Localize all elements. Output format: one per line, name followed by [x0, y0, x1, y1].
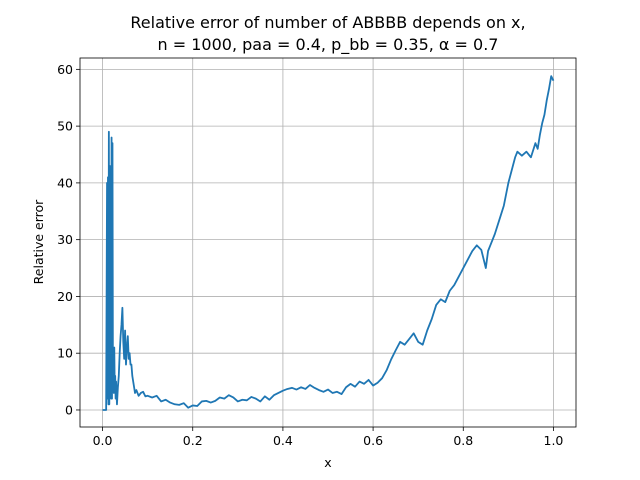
y-axis-label: Relative error [31, 199, 46, 285]
y-tick-label: 40 [57, 175, 73, 190]
series-line [102, 75, 555, 411]
grid [80, 58, 576, 427]
x-tick-label: 0.0 [93, 433, 113, 448]
series-layer [102, 75, 555, 411]
plot-frame [79, 57, 577, 428]
y-tick-label: 20 [57, 289, 73, 304]
x-tick-label: 0.4 [273, 433, 293, 448]
x-tick-label: 0.6 [363, 433, 383, 448]
axis-ticks: 0.0 0.2 0.4 0.6 0.8 1.0 0 10 20 30 40 50 60 [57, 62, 563, 448]
y-tick-label: 60 [57, 62, 73, 77]
x-tick-label: 0.8 [453, 433, 473, 448]
y-tick-label: 50 [57, 119, 73, 134]
y-tick-label: 10 [57, 346, 73, 361]
y-tick-label: 0 [65, 402, 73, 417]
chart-title-line1: Relative error of number of ABBBB depend… [130, 13, 525, 32]
x-tick-label: 1.0 [544, 433, 564, 448]
y-tick-label: 30 [57, 232, 73, 247]
x-axis-label: x [324, 455, 331, 470]
x-tick-label: 0.2 [183, 433, 203, 448]
chart-title-line2: n = 1000, paa = 0.4, p_bb = 0.35, α = 0.… [158, 35, 499, 55]
